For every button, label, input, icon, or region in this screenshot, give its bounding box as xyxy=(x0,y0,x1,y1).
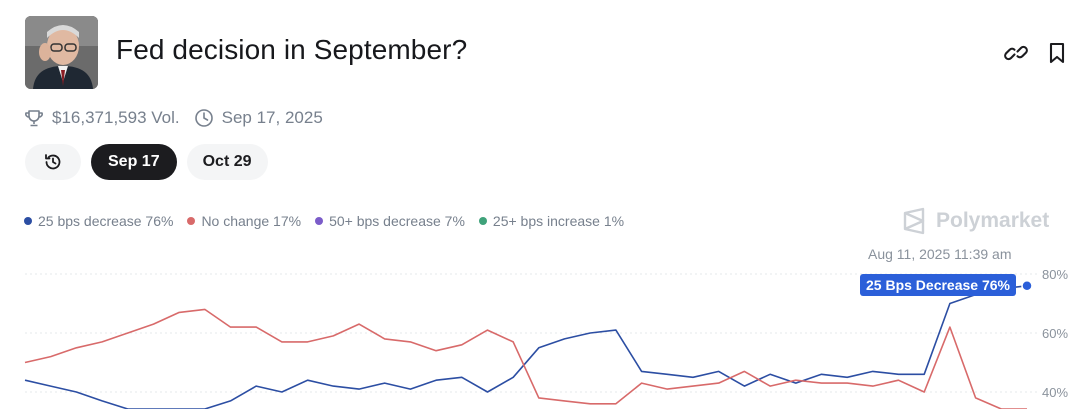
legend-dot xyxy=(315,217,324,225)
person-photo-icon xyxy=(25,16,98,89)
copy-link-button[interactable] xyxy=(1003,40,1029,66)
market-title: Fed decision in September? xyxy=(116,34,468,65)
tab-oct-29[interactable]: Oct 29 xyxy=(186,144,268,180)
y-tick-label: 60% xyxy=(1042,326,1068,341)
history-button[interactable] xyxy=(25,144,81,180)
polymarket-watermark: Polymarket xyxy=(902,207,1049,235)
legend-label: 25+ bps increase 1% xyxy=(492,213,625,229)
bookmark-icon xyxy=(1049,42,1065,64)
legend-item-25-bps-decrease: 25 bps decrease 76% xyxy=(24,213,173,229)
tab-sep-17[interactable]: Sep 17 xyxy=(91,144,177,180)
chart-legend: 25 bps decrease 76% No change 17% 50+ bp… xyxy=(24,213,638,229)
legend-item-no-change: No change 17% xyxy=(187,213,301,229)
market-avatar xyxy=(25,16,98,89)
hover-tooltip: 25 Bps Decrease 76% xyxy=(860,274,1016,296)
legend-label: 50+ bps decrease 7% xyxy=(329,213,465,229)
clock-icon xyxy=(194,109,213,127)
legend-dot xyxy=(187,217,196,225)
legend-dot xyxy=(478,217,487,225)
chart-lines xyxy=(24,285,1028,409)
legend-item-50-bps-decrease: 50+ bps decrease 7% xyxy=(315,213,465,229)
chart-grid xyxy=(25,273,1037,393)
y-tick-label: 40% xyxy=(1042,385,1068,400)
history-icon xyxy=(45,154,61,170)
hover-timestamp: Aug 11, 2025 11:39 am xyxy=(868,246,1012,262)
market-meta: $16,371,593 Vol. Sep 17, 2025 xyxy=(24,106,323,130)
legend-label: No change 17% xyxy=(201,213,302,229)
end-date-text: Sep 17, 2025 xyxy=(221,108,323,127)
volume-text: $16,371,593 Vol. xyxy=(52,108,180,127)
series-line-no-change xyxy=(24,308,1027,409)
trophy-icon xyxy=(25,110,43,127)
brand-label: Polymarket xyxy=(936,209,1050,232)
polymarket-logo-icon xyxy=(903,207,925,235)
link-icon xyxy=(1004,45,1028,61)
bookmark-button[interactable] xyxy=(1044,40,1070,66)
chart-y-ticks: 80% 60% 40% xyxy=(1042,267,1068,400)
legend-label: 25 bps decrease 76% xyxy=(38,213,174,229)
legend-dot xyxy=(24,217,32,225)
y-tick-label: 80% xyxy=(1042,267,1068,282)
chart-hover-marker xyxy=(1021,280,1033,292)
hover-point xyxy=(1021,280,1033,292)
series-line-25-bps-decrease xyxy=(24,285,1028,409)
date-tabs: Sep 17 Oct 29 xyxy=(25,144,278,180)
legend-item-25-bps-increase: 25+ bps increase 1% xyxy=(478,213,625,229)
